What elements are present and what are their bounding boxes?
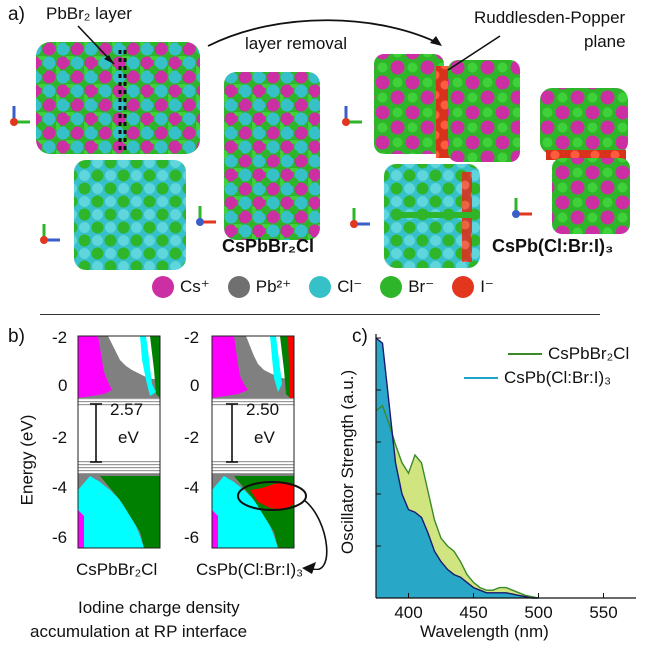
dos-plots <box>77 335 328 570</box>
gap-unit-left: eV <box>118 428 139 447</box>
axis-triad-icon <box>512 198 532 218</box>
iodine-annotation-line1: Iodine charge density <box>78 598 240 617</box>
axis-triad-icon <box>342 106 362 126</box>
legend-label-cs: Cs⁺ <box>180 277 210 296</box>
series-1-swatch <box>508 353 542 355</box>
dos-material-right: CsPb(Cl:Br:I)₃ <box>196 560 304 579</box>
x-tick-label: 450 <box>459 603 487 622</box>
rp-plane-callout-line2: plane <box>584 32 626 51</box>
iodine-arrowhead <box>302 562 316 574</box>
legend-label-i: I⁻ <box>480 277 494 296</box>
iodine-highlight-ellipse <box>237 481 307 511</box>
panel-c-letter: c) <box>352 326 368 347</box>
atom-legend: Cs⁺ Pb²⁺ Cl⁻ Br⁻ I⁻ <box>152 276 494 298</box>
rp-stack-bottom <box>552 158 630 234</box>
x-axis-title: Wavelength (nm) <box>420 622 549 641</box>
cl-swatch <box>309 276 332 298</box>
legend-label-pb: Pb²⁺ <box>255 277 292 296</box>
legend-item-series-2: CsPb(Cl:Br:I)₃ <box>464 368 629 388</box>
series-2-swatch <box>464 377 498 379</box>
rp-slab-right <box>448 60 520 162</box>
y-tick: -2 <box>184 428 200 447</box>
dos-material-left: CsPbBr₂Cl <box>76 560 158 579</box>
iodine-arrow <box>303 499 328 570</box>
gap-value-right: 2.50 <box>246 400 280 419</box>
panel-b-letter: b) <box>8 326 25 347</box>
chart-legend: CsPbBr₂Cl CsPb(Cl:Br:I)₃ <box>464 344 629 388</box>
pb-swatch <box>227 276 250 298</box>
oscillator-axis-title: Oscillator Strength (a.u.) <box>338 369 358 555</box>
x-tick-label: 500 <box>524 603 552 622</box>
axis-triad-icon <box>40 224 60 244</box>
gap-bar-right <box>226 403 238 463</box>
y-tick: -2 <box>52 328 68 347</box>
series-1-line <box>375 404 539 599</box>
y-tick: -4 <box>184 478 200 497</box>
legend-item-br: Br⁻ <box>380 276 434 298</box>
series-2-line <box>375 337 539 599</box>
legend-item-i: I⁻ <box>452 276 494 298</box>
rp-slab-left <box>374 54 444 154</box>
y-tick: -2 <box>184 328 200 347</box>
legend-label-cl: Cl⁻ <box>337 277 363 296</box>
material-label-left: CsPbBr₂Cl <box>222 236 315 256</box>
series-2-area <box>376 338 539 598</box>
y-tick: 0 <box>190 376 200 395</box>
cspbbr2cl-tall-view <box>224 72 320 240</box>
legend-item-series-1: CsPbBr₂Cl <box>508 344 629 364</box>
dos-left <box>77 335 161 549</box>
pbbr2-layer-callout: PbBr₂ layer <box>46 4 132 23</box>
gap-bar-left <box>90 403 102 463</box>
y-tick: -6 <box>184 528 200 547</box>
material-label-right: CsPb(Cl:Br:I)₃ <box>492 236 614 256</box>
y-tick: -4 <box>52 478 68 497</box>
y-tick: 0 <box>58 376 68 395</box>
cspbbr2cl-cube-view <box>74 160 186 270</box>
gap-unit-right: eV <box>254 428 275 447</box>
rp-stack-top <box>540 88 628 154</box>
legend-label-series-1: CsPbBr₂Cl <box>548 344 630 363</box>
y-tick: -2 <box>52 428 68 447</box>
pbbr2-slab <box>36 42 200 154</box>
br-swatch <box>380 276 403 298</box>
gap-value-left: 2.57 <box>110 400 144 419</box>
axis-triad-icon <box>350 208 370 228</box>
legend-item-cl: Cl⁻ <box>309 276 362 298</box>
legend-label-series-2: CsPb(Cl:Br:I)₃ <box>504 368 612 387</box>
panel-a-art <box>10 19 630 270</box>
rp-iodine-plane <box>436 66 450 158</box>
x-tick-label: 400 <box>394 603 422 622</box>
x-tick-label: 550 <box>589 603 617 622</box>
iodine-annotation-line2: accumulation at RP interface <box>30 622 248 641</box>
legend-item-pb: Pb²⁺ <box>227 276 292 298</box>
layer-removal-callout: layer removal <box>245 34 348 53</box>
cs-swatch <box>152 276 174 298</box>
dos-right <box>211 335 307 549</box>
section-divider <box>40 314 600 315</box>
i-swatch <box>452 276 475 298</box>
layer-removal-arrow <box>207 19 441 47</box>
legend-label-br: Br⁻ <box>408 277 435 296</box>
axis-triad-icon <box>196 206 216 226</box>
y-tick: -6 <box>52 528 68 547</box>
axis-triad-icon <box>10 106 30 126</box>
absorption-chart: 400 450 500 550 <box>375 334 636 622</box>
panel-a-letter: a) <box>8 4 25 25</box>
legend-item-cs: Cs⁺ <box>152 276 210 298</box>
rp-plane-callout-line1: Ruddlesden-Popper <box>474 8 626 27</box>
